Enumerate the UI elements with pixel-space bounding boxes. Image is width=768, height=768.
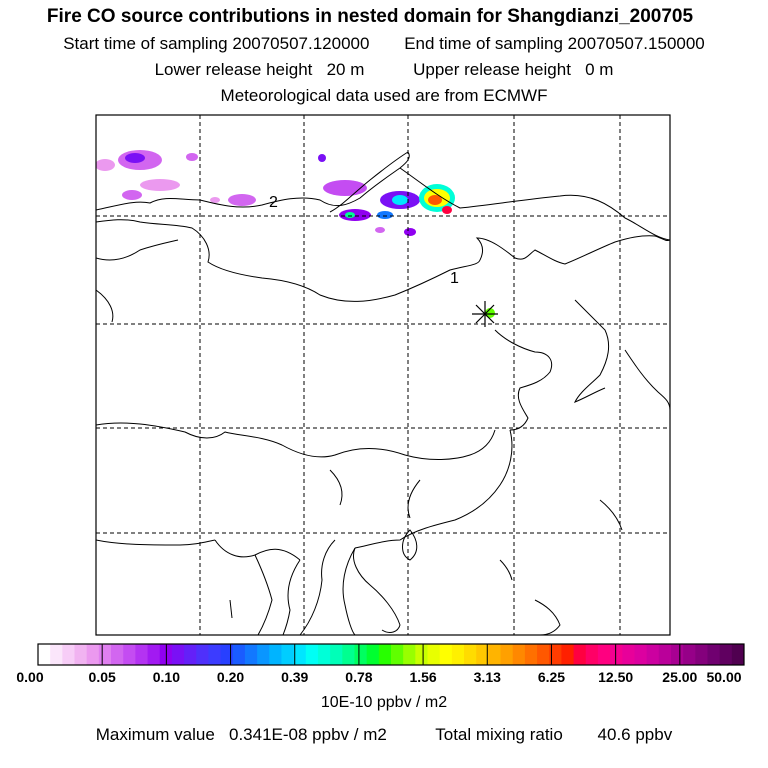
coastline-borders <box>96 151 670 635</box>
release-height-line: Lower release height 20 m Upper release … <box>0 60 768 80</box>
colorbar-cell <box>427 644 441 665</box>
colorbar-cell <box>293 644 307 665</box>
sampling-time-line: Start time of sampling 20070507.120000 E… <box>0 34 768 54</box>
start-time-value: 20070507.120000 <box>232 34 370 53</box>
summary-line: Maximum value 0.341E-08 ppbv / m2 Total … <box>0 725 768 745</box>
colorbar-frame <box>37 643 745 666</box>
end-time-label: End time of sampling <box>404 34 563 53</box>
colorbar-cell <box>257 644 270 665</box>
lower-height-label: Lower release height <box>154 60 313 79</box>
max-value-label: Maximum value <box>95 725 215 744</box>
colorbar-cell <box>220 644 234 665</box>
upper-height-label: Upper release height <box>413 60 571 79</box>
colorbar-cell <box>98 644 112 665</box>
plume-field <box>96 150 495 318</box>
colorbar-cell <box>147 644 161 665</box>
colorbar-cell <box>74 644 88 665</box>
colorbar-cell <box>354 644 368 665</box>
lower-height-value: 20 m <box>326 60 365 79</box>
colorbar-label: 0.78 <box>345 669 373 685</box>
colorbar-cell <box>50 644 63 665</box>
colorbar-cell <box>476 644 489 665</box>
total-mixing-value: 40.6 ppbv <box>597 725 673 744</box>
colorbar-cell <box>488 644 502 665</box>
colorbar-cell <box>658 644 672 665</box>
colorbar-cell <box>196 644 209 665</box>
colorbar-cell <box>403 644 416 665</box>
colorbar-cell <box>232 644 246 665</box>
colorbar-units: 10E-10 ppbv / m2 <box>320 694 448 711</box>
colorbar-cell <box>378 644 392 665</box>
colorbar-cell <box>208 644 222 665</box>
colorbar-cell <box>366 644 380 665</box>
map-frame <box>95 114 671 636</box>
colorbar-cell <box>38 644 51 665</box>
colorbar-cell <box>317 644 331 665</box>
colorbar-label: 0.20 <box>216 669 245 685</box>
max-value: 0.341E-08 ppbv / m2 <box>228 725 387 744</box>
colorbar-cell <box>537 644 550 665</box>
colorbar-cell <box>573 644 587 665</box>
colorbar-cell <box>135 644 149 665</box>
colorbar-cell <box>597 644 611 665</box>
marker-label-2: 2 <box>269 194 278 211</box>
colorbar-cell <box>512 644 526 665</box>
colorbar-label: 12.50 <box>598 669 634 685</box>
met-data-line: Meteorological data used are from ECMWF <box>220 86 548 105</box>
colorbar-cell <box>281 644 295 665</box>
colorbar-cell <box>123 644 136 665</box>
colorbar-label: 6.25 <box>537 669 566 685</box>
colorbar-cell <box>646 644 660 665</box>
colorbar-cell <box>524 644 538 665</box>
end-time-value: 20070507.150000 <box>567 34 705 53</box>
colorbar-cell <box>342 644 355 665</box>
colorbar-cell <box>622 644 635 665</box>
plot-title: Fire CO source contributions in nested d… <box>46 6 694 27</box>
colorbar-label: 0.10 <box>152 669 180 685</box>
colorbar-label: 0.00 <box>16 669 44 685</box>
colorbar-cell <box>707 644 721 665</box>
colorbar-cell <box>610 644 623 665</box>
colorbar-cell <box>415 644 429 665</box>
colorbar-cell <box>184 644 197 665</box>
colorbar-cell <box>86 644 100 665</box>
upper-height-value: 0 m <box>585 60 614 79</box>
colorbar-label: 1.56 <box>409 669 437 685</box>
colorbar-cell <box>464 644 477 665</box>
colorbar-cell <box>439 644 453 665</box>
asterisk-star-icon <box>472 301 498 327</box>
colorbar-cell <box>62 644 76 665</box>
colorbar-cell <box>391 644 404 665</box>
colorbar-label: 0.39 <box>281 669 309 685</box>
colorbar-cell <box>451 644 465 665</box>
total-mixing-label: Total mixing ratio <box>435 725 563 744</box>
colorbar-cell <box>695 644 708 665</box>
colorbar-cell <box>719 644 733 665</box>
colorbar-cell <box>330 644 343 665</box>
colorbar-cell <box>585 644 599 665</box>
colorbar-cell <box>670 644 684 665</box>
colorbar-label: 0.05 <box>88 669 116 685</box>
start-time-label: Start time of sampling <box>63 34 228 53</box>
colorbar-cell <box>683 644 696 665</box>
colorbar-cell <box>269 644 282 665</box>
colorbar-cell <box>549 644 562 665</box>
colorbar-label: 25.00 <box>662 669 698 685</box>
colorbar-cell <box>500 644 514 665</box>
colorbar-label: 3.13 <box>473 669 501 685</box>
colorbar-cell <box>561 644 575 665</box>
colorbar-cell <box>171 644 185 665</box>
colorbar-label: 50.00 <box>706 669 742 685</box>
colorbar-cell <box>305 644 319 665</box>
colorbar-cell <box>634 644 648 665</box>
colorbar-cell <box>731 644 745 665</box>
colorbar-cell <box>244 644 258 665</box>
marker-label-1: 1 <box>450 270 459 287</box>
colorbar-cell <box>111 644 124 665</box>
grid-lines <box>96 115 670 635</box>
